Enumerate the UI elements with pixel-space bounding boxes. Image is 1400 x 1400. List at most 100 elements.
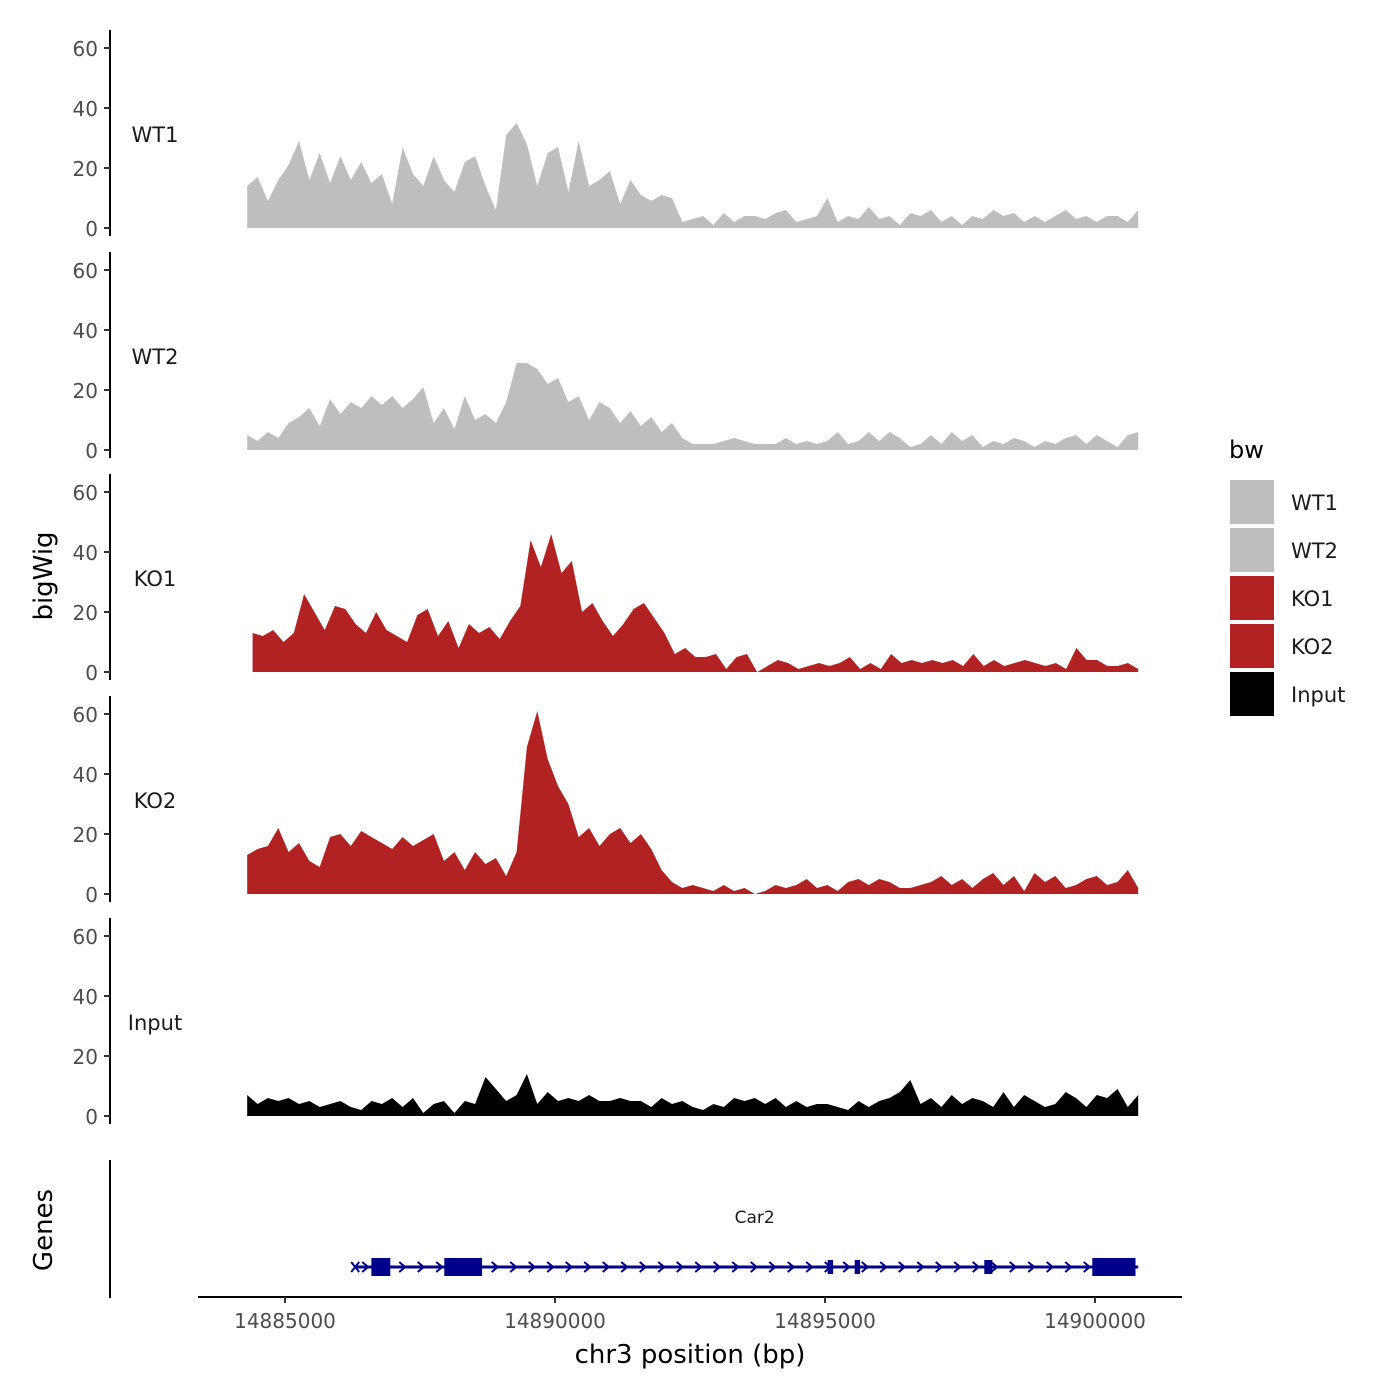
- track-label-wt1: WT1: [132, 123, 179, 147]
- y-tick-label: 60: [73, 481, 98, 505]
- legend-label: KO1: [1291, 587, 1334, 611]
- strand-chevron: [842, 1261, 851, 1273]
- track-label-ko2: KO2: [134, 789, 177, 813]
- y-axis-title: bigWig: [29, 531, 59, 620]
- legend-item-input: Input: [1230, 672, 1345, 716]
- track-panel-wt1: 0 20 40 60 WT1: [73, 30, 1139, 241]
- strand-chevron: [972, 1261, 981, 1273]
- y-tick-label: 40: [73, 763, 98, 787]
- strand-chevron: [361, 1261, 370, 1273]
- legend-swatch: [1230, 480, 1274, 524]
- strand-chevron: [509, 1261, 518, 1273]
- legend-swatch: [1230, 624, 1274, 668]
- gene-start-mark: [350, 1261, 360, 1273]
- legend-title: bw: [1229, 436, 1264, 464]
- gene-exon: [827, 1260, 834, 1274]
- y-tick-label: 40: [73, 541, 98, 565]
- strand-chevron: [657, 1261, 666, 1273]
- y-tick-label: 60: [73, 703, 98, 727]
- strand-chevron: [861, 1261, 870, 1273]
- strand-chevron: [713, 1261, 722, 1273]
- legend-label: KO2: [1291, 635, 1334, 659]
- y-tick-label: 0: [85, 217, 98, 241]
- track-label-ko1: KO1: [134, 567, 177, 591]
- y-tick-label: 20: [73, 823, 98, 847]
- track-label-wt2: WT2: [132, 345, 179, 369]
- gene-car2: Car2: [350, 1208, 1139, 1276]
- strand-chevron: [639, 1261, 648, 1273]
- strand-chevron: [417, 1261, 426, 1273]
- x-tick-label: 14890000: [504, 1309, 606, 1333]
- legend: bw WT1 WT2 KO1 KO2 Input: [1229, 436, 1345, 716]
- legend-item-ko2: KO2: [1230, 624, 1334, 668]
- strand-chevron: [768, 1261, 777, 1273]
- strand-chevron: [398, 1261, 407, 1273]
- strand-chevron: [435, 1261, 444, 1273]
- strand-chevron: [787, 1261, 796, 1273]
- strand-chevron: [1083, 1261, 1092, 1273]
- coverage-area-input: [247, 1074, 1139, 1116]
- strand-chevron: [1027, 1261, 1036, 1273]
- coverage-area-wt1: [247, 123, 1139, 228]
- y-tick-label: 0: [85, 661, 98, 685]
- track-panel-ko1: 0 20 40 60 KO1: [73, 474, 1139, 685]
- gene-exon: [1092, 1258, 1136, 1276]
- x-tick-label: 14885000: [234, 1309, 336, 1333]
- y-tick-label: 20: [73, 601, 98, 625]
- strand-chevron: [935, 1261, 944, 1273]
- legend-label: Input: [1291, 683, 1345, 707]
- y-tick-label: 40: [73, 97, 98, 121]
- y-tick-label: 20: [73, 157, 98, 181]
- gene-label: Car2: [735, 1208, 775, 1228]
- genes-axis-title: Genes: [29, 1189, 59, 1271]
- strand-chevron: [805, 1261, 814, 1273]
- coverage-area-wt2: [247, 363, 1139, 450]
- legend-swatch: [1230, 672, 1274, 716]
- y-tick-label: 0: [85, 1105, 98, 1129]
- track-panels: 0 20 40 60 WT1 0 20 40 60 WT2 0 20 40 60 KO1 0 20 40 60 KO2…: [73, 30, 1139, 1129]
- legend-item-wt1: WT1: [1230, 480, 1338, 524]
- strand-chevron: [602, 1261, 611, 1273]
- strand-chevron: [953, 1261, 962, 1273]
- y-tick-label: 40: [73, 319, 98, 343]
- y-tick-label: 60: [73, 925, 98, 949]
- y-tick-label: 0: [85, 883, 98, 907]
- strand-chevron: [750, 1261, 759, 1273]
- strand-chevron: [565, 1261, 574, 1273]
- y-tick-label: 0: [85, 439, 98, 463]
- strand-chevron: [676, 1261, 685, 1273]
- legend-label: WT2: [1291, 539, 1338, 563]
- track-label-input: Input: [128, 1011, 182, 1035]
- gene-exon: [984, 1260, 993, 1274]
- strand-chevron: [879, 1261, 888, 1273]
- strand-chevron: [620, 1261, 629, 1273]
- gene-exon: [854, 1260, 861, 1274]
- y-tick-label: 40: [73, 985, 98, 1009]
- x-axis: 14885000 14890000 14895000 14900000: [198, 1296, 1182, 1333]
- y-tick-label: 60: [73, 259, 98, 283]
- strand-chevron: [583, 1261, 592, 1273]
- y-tick-label: 60: [73, 37, 98, 61]
- strand-chevron: [1046, 1261, 1055, 1273]
- track-panel-wt2: 0 20 40 60 WT2: [73, 252, 1139, 463]
- track-panel-ko2: 0 20 40 60 KO2: [73, 696, 1139, 907]
- strand-chevron: [1009, 1261, 1018, 1273]
- gene-exon: [444, 1258, 483, 1276]
- legend-swatch: [1230, 528, 1274, 572]
- y-tick-label: 20: [73, 1045, 98, 1069]
- legend-item-ko1: KO1: [1230, 576, 1334, 620]
- strand-chevron: [694, 1261, 703, 1273]
- x-tick-label: 14895000: [774, 1309, 876, 1333]
- coverage-area-ko2: [247, 711, 1139, 894]
- track-panel-input: 0 20 40 60 Input: [73, 918, 1139, 1129]
- coverage-area-ko1: [252, 534, 1139, 672]
- strand-chevron: [528, 1261, 537, 1273]
- legend-item-wt2: WT2: [1230, 528, 1338, 572]
- strand-chevron: [898, 1261, 907, 1273]
- x-axis-title: chr3 position (bp): [575, 1340, 806, 1370]
- strand-chevron: [731, 1261, 740, 1273]
- legend-swatch: [1230, 576, 1274, 620]
- legend-label: WT1: [1291, 491, 1338, 515]
- strand-chevron: [990, 1261, 999, 1273]
